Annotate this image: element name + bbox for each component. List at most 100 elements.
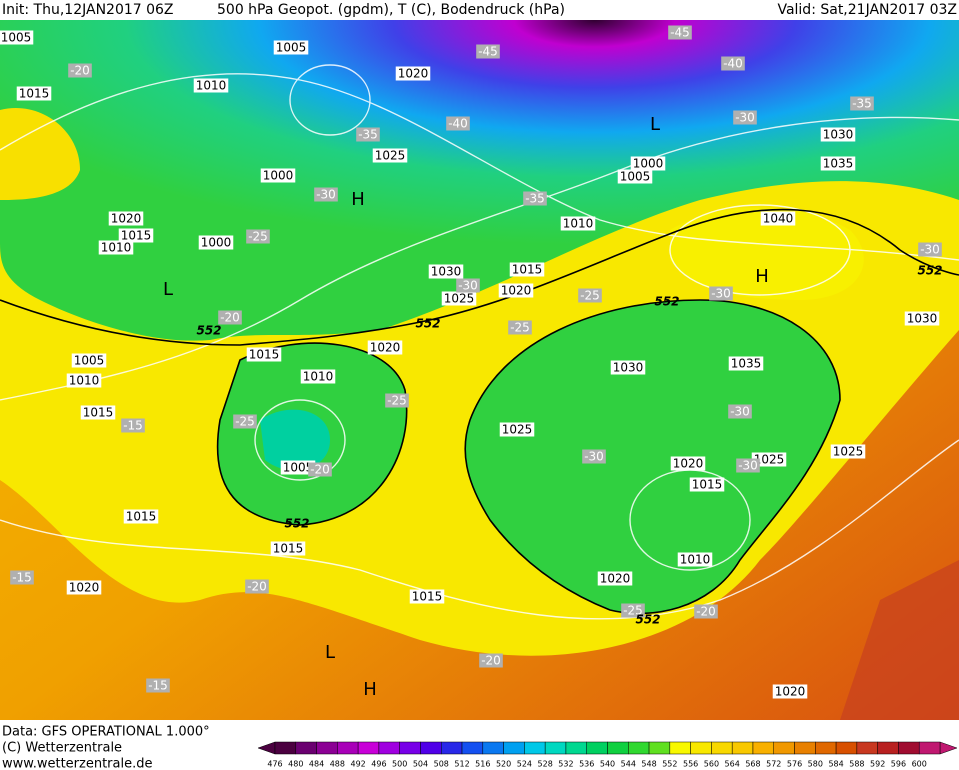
pressure-label-box (0, 30, 34, 45)
pressure-label: 1025 (499, 422, 535, 437)
colorbar-cell (420, 741, 442, 755)
contour-label-text: 552 (415, 317, 440, 331)
pressure-label-text: 1015 (19, 87, 50, 101)
pressure-label-box (428, 264, 464, 279)
pressure-label-text: 1025 (375, 149, 406, 163)
temperature-label: -20 (218, 310, 242, 325)
colorbar-cell (357, 741, 380, 755)
temperature-label-box (918, 242, 942, 257)
colorbar-label: 536 (579, 760, 594, 769)
colorbar-label: 516 (475, 760, 490, 769)
pressure-label-text: 1010 (196, 79, 227, 93)
colorbar-cell (877, 741, 899, 755)
temperature-label-text: -25 (248, 230, 268, 244)
temperature-label-text: -45 (478, 45, 498, 59)
pressure-label-box (677, 552, 713, 567)
pressure-label-text: 1020 (111, 212, 142, 226)
colorbar-cell (815, 741, 837, 755)
pressure-label: 1010 (677, 552, 713, 567)
colorbar-label: 480 (288, 760, 303, 769)
temperature-label: -25 (621, 603, 645, 618)
pressure-label-box (118, 228, 154, 243)
pressure-center: H (755, 266, 769, 287)
temperature-label-text: -35 (525, 192, 545, 206)
temperature-label: -35 (850, 96, 874, 111)
temperature-label-box (121, 418, 145, 433)
pressure-label-text: 1015 (692, 478, 723, 492)
pressure-label-box (367, 340, 403, 355)
pressure-label-text: 1040 (763, 212, 794, 226)
colorbar-cell (274, 741, 297, 755)
colorbar-cell (898, 741, 920, 755)
temperature-label: -25 (508, 320, 532, 335)
pressure-label-box (670, 456, 706, 471)
temperature-label-box (476, 44, 500, 59)
pressure-label-box (71, 353, 107, 368)
colorbar-label: 492 (350, 760, 365, 769)
temperature-label-text: -30 (584, 450, 604, 464)
pressure-label: 1010 (66, 373, 102, 388)
pressure-label-box (772, 684, 808, 699)
temperature-label-box (10, 570, 34, 585)
pressure-label: 1030 (820, 127, 856, 142)
colorbar-label: 512 (454, 760, 469, 769)
temperature-label-text: -15 (12, 571, 32, 585)
pressure-label-box (270, 541, 306, 556)
temperature-label-text: -15 (123, 419, 143, 433)
pressure-center-text: L (163, 279, 173, 300)
colorbar-label: 520 (496, 760, 511, 769)
pressure-label-text: 1020 (673, 457, 704, 471)
pressure-label-box (498, 283, 534, 298)
pressure-label-box (560, 216, 596, 231)
pressure-label-box (395, 66, 431, 81)
temperature-label: -30 (709, 286, 733, 301)
colorbar-label: 568 (745, 760, 760, 769)
temperature-label: -30 (456, 278, 480, 293)
colorbar-label: 540 (600, 760, 615, 769)
pressure-center: L (163, 279, 173, 300)
colorbar-label: 476 (267, 760, 282, 769)
pressure-label-text: 1020 (398, 67, 429, 81)
contour-label: 552 (284, 517, 309, 531)
colorbar-label: 532 (558, 760, 573, 769)
colorbar-label: 576 (787, 760, 802, 769)
pressure-label: 1015 (246, 347, 282, 362)
pressure-label: 1020 (367, 340, 403, 355)
pressure-label-text: 1010 (69, 374, 100, 388)
pressure-label-text: 1005 (620, 170, 651, 184)
temperature-label-box (709, 286, 733, 301)
pressure-label-text: 1000 (633, 157, 664, 171)
temperature-label: -20 (245, 579, 269, 594)
temperature-label-box (356, 127, 380, 142)
temperature-label-box (523, 191, 547, 206)
temperature-label-box (582, 449, 606, 464)
pressure-label-box (300, 369, 336, 384)
contour-label-text: 552 (284, 517, 309, 531)
contour-label: 552 (635, 613, 660, 627)
pressure-label: 1000 (630, 156, 666, 171)
temperature-label-box (245, 579, 269, 594)
pressure-center-text: L (325, 642, 335, 663)
pressure-label-box (198, 235, 234, 250)
temperature-label-text: -15 (148, 679, 168, 693)
pressure-label-box (630, 156, 666, 171)
temperature-label-text: -40 (723, 57, 743, 71)
temperature-label: -25 (385, 393, 409, 408)
map-title: 500 hPa Geopot. (gpdm), T (C), Bodendruc… (217, 2, 565, 18)
temperature-label-box (233, 414, 257, 429)
pressure-label-box (728, 356, 764, 371)
colorbar-label: 600 (912, 760, 927, 769)
pressure-label: 1015 (509, 262, 545, 277)
colorbar-label: 508 (434, 760, 449, 769)
temperature-label-text: -30 (711, 287, 731, 301)
temperature-label-text: -30 (738, 459, 758, 473)
temperature-label-text: -30 (735, 111, 755, 125)
colorbar-cell (669, 741, 691, 755)
pressure-label: 1015 (270, 541, 306, 556)
colorbar-cell (441, 741, 463, 755)
pressure-label: 1015 (80, 405, 116, 420)
pressure-label-box (610, 360, 646, 375)
pressure-center: H (351, 189, 365, 210)
pressure-label-text: 1030 (823, 128, 854, 142)
